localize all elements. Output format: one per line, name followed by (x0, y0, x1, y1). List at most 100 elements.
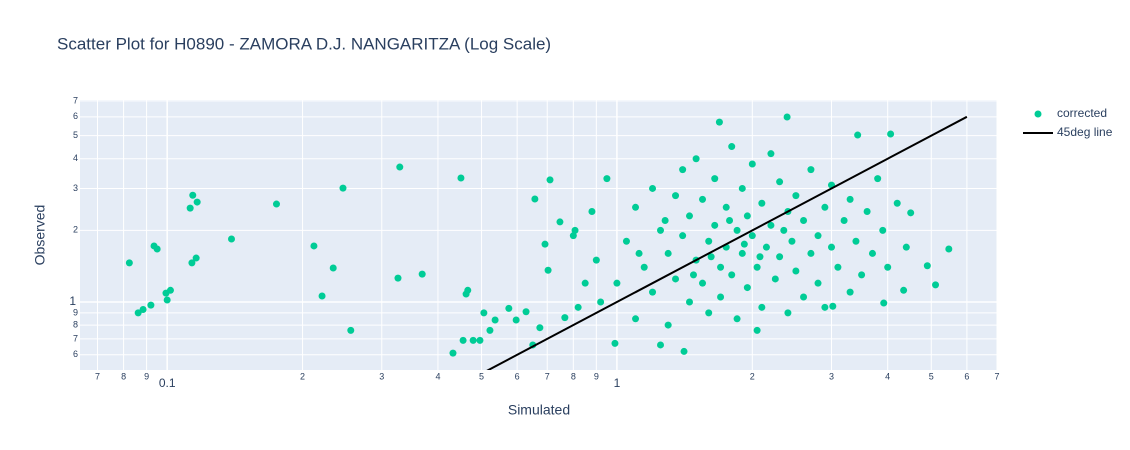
data-point (476, 336, 484, 344)
data-point (581, 279, 589, 287)
data-point (705, 237, 713, 245)
data-point (858, 271, 866, 279)
y-tick-label: 5 (73, 130, 78, 140)
y-tick-label: 1 (69, 294, 76, 308)
y-tick-label: 9 (73, 307, 78, 317)
data-point (726, 217, 734, 225)
data-point (272, 200, 280, 208)
y-tick-label: 2 (73, 225, 78, 235)
y-axis-title: Observed (32, 205, 48, 266)
x-tick-label: 2 (750, 371, 755, 381)
data-point (622, 237, 630, 245)
x-tick-label: 7 (545, 371, 550, 381)
data-point (640, 263, 648, 271)
data-point (748, 160, 756, 168)
x-tick-label: 5 (479, 371, 484, 381)
data-point (396, 163, 404, 171)
data-point (679, 232, 687, 240)
data-point (153, 245, 161, 253)
data-point (807, 249, 815, 257)
data-point (418, 270, 426, 278)
data-point (834, 263, 842, 271)
data-point (166, 286, 174, 294)
data-point (814, 279, 822, 287)
data-point (464, 286, 472, 294)
y-tick-label: 6 (73, 111, 78, 121)
data-point (457, 174, 465, 182)
data-point (561, 314, 569, 322)
data-point (738, 184, 746, 192)
data-point (347, 326, 355, 334)
data-point (680, 347, 688, 355)
data-point (743, 212, 751, 220)
data-point (544, 266, 552, 274)
data-point (480, 309, 488, 317)
legend-symbol (1034, 110, 1042, 118)
data-point (512, 316, 520, 324)
data-point (189, 191, 197, 199)
x-tick-label: 8 (571, 371, 576, 381)
data-point (807, 166, 815, 174)
x-axis-title: Simulated (508, 402, 570, 418)
data-point (880, 299, 888, 307)
data-point (945, 245, 953, 253)
data-point (147, 301, 155, 309)
data-point (728, 143, 736, 151)
data-point (902, 243, 910, 251)
x-tick-label: 5 (929, 371, 934, 381)
y-tick-label: 7 (73, 333, 78, 343)
data-point (193, 198, 201, 206)
x-tick-label: 4 (435, 371, 440, 381)
data-point (932, 281, 940, 289)
data-point (758, 199, 766, 207)
data-point (699, 195, 707, 203)
data-point (879, 226, 887, 234)
data-point (134, 309, 142, 317)
data-point (874, 175, 882, 183)
y-tick-label: 8 (73, 319, 78, 329)
data-point (707, 253, 715, 261)
data-point (685, 298, 693, 306)
data-point (163, 296, 171, 304)
data-point (753, 326, 761, 334)
data-point (125, 259, 133, 267)
x-tick-label: 4 (885, 371, 890, 381)
data-point (800, 293, 808, 301)
data-point (339, 184, 347, 192)
x-tick-label: 9 (144, 371, 149, 381)
data-point (569, 232, 577, 240)
y-tick-label: 3 (73, 183, 78, 193)
data-point (486, 326, 494, 334)
data-point (748, 232, 756, 240)
data-point (692, 155, 700, 163)
data-point (705, 309, 713, 317)
y-tick-label: 4 (73, 153, 78, 163)
data-point (657, 226, 665, 234)
legend: corrected 45deg line (1023, 106, 1113, 139)
data-point (664, 249, 672, 257)
data-point (188, 259, 196, 267)
data-point (756, 253, 764, 261)
data-layer (125, 113, 968, 370)
data-point (767, 221, 775, 229)
data-point (611, 339, 619, 347)
x-tick-label: 9 (594, 371, 599, 381)
data-point (776, 178, 784, 186)
data-point (597, 298, 605, 306)
data-point (541, 240, 549, 248)
data-point (792, 267, 800, 275)
data-point (852, 237, 860, 245)
data-point (546, 176, 554, 184)
data-point (800, 217, 808, 225)
data-point (722, 203, 730, 211)
data-point (887, 130, 895, 138)
data-point (711, 221, 719, 229)
data-point (788, 237, 796, 245)
data-point (715, 118, 723, 126)
data-point (814, 232, 822, 240)
data-point (672, 275, 680, 283)
legend-label: corrected (1057, 106, 1107, 120)
data-point (828, 243, 836, 251)
data-point (762, 243, 770, 251)
data-point (699, 279, 707, 287)
